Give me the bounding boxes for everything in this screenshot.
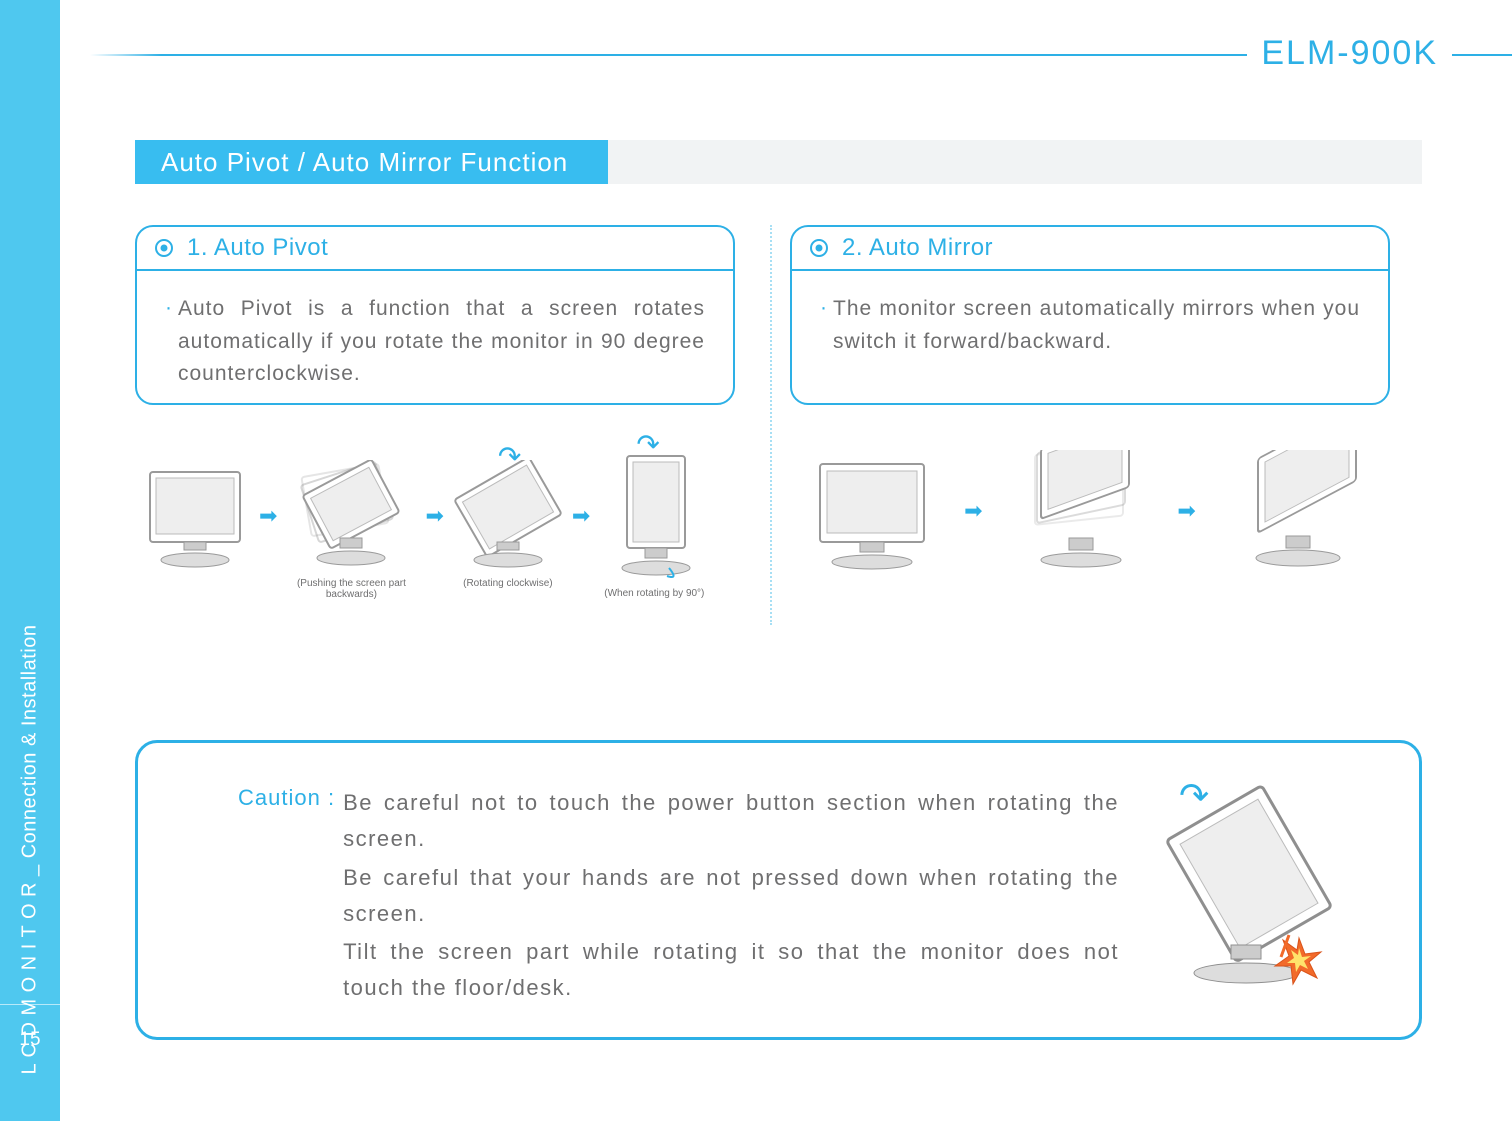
arrow-right-icon: ➡	[425, 503, 443, 529]
pivot-description: Auto Pivot is a function that a screen r…	[178, 293, 705, 391]
arrow-right-icon: ➡	[259, 503, 277, 529]
monitor-step-4: ↷ (When rotating by 90°)	[594, 450, 714, 602]
caution-line-1: Be careful not to touch the power button…	[343, 785, 1119, 858]
rotate-arrow-icon: ↷	[636, 428, 659, 461]
panel-body: · The monitor screen automatically mirro…	[792, 271, 1388, 376]
bullet-dot: ·	[820, 293, 827, 358]
diagram-caption	[135, 578, 255, 592]
monitor-step-3: ↷ (Rotating clockwise)	[448, 460, 568, 592]
panel-header: 1. Auto Pivot	[137, 227, 733, 271]
bullet-dot: ·	[165, 293, 172, 391]
diagram-caption: (Rotating clockwise)	[448, 578, 568, 592]
panel-auto-pivot: 1. Auto Pivot · Auto Pivot is a function…	[135, 225, 735, 405]
mirror-description: The monitor screen automatically mirrors…	[833, 293, 1360, 358]
monitor-step-2: (Pushing the screen part backwards)	[281, 460, 421, 592]
vertical-divider	[770, 225, 772, 625]
caution-label: Caution :	[238, 785, 335, 1007]
sidebar: L C D M O N I T O R _ Connection & Insta…	[0, 0, 60, 1121]
mirror-diagram-row: ➡ ➡	[790, 450, 1390, 592]
diagram-caption: (Pushing the screen part backwards)	[281, 578, 421, 592]
bullseye-icon	[155, 239, 173, 257]
caution-box: Caution : Be careful not to touch the po…	[135, 740, 1422, 1040]
section-header-bar: Auto Pivot / Auto Mirror Function	[135, 140, 1422, 184]
model-number: ELM-900K	[1247, 34, 1452, 73]
caution-text: Caution : Be careful not to touch the po…	[238, 785, 1119, 1007]
arrow-right-icon: ➡	[572, 503, 590, 529]
monitor-mirror-2	[1000, 450, 1160, 592]
panel-body: · Auto Pivot is a function that a screen…	[137, 271, 733, 409]
monitor-mirror-1	[797, 450, 947, 592]
caution-line-2: Be careful that your hands are not press…	[343, 860, 1119, 933]
rotate-arrow-icon: ↷	[498, 440, 521, 473]
pivot-diagram-row: ➡ (Pushing the screen part backwards) ➡ …	[135, 450, 745, 602]
section-title: Auto Pivot / Auto Mirror Function	[135, 140, 608, 184]
panel-title: 2. Auto Mirror	[842, 234, 993, 262]
arrow-right-icon: ➡	[1177, 498, 1195, 524]
header-rule-right	[1472, 54, 1512, 56]
arrow-right-icon: ➡	[964, 498, 982, 524]
caution-illustration: ↷	[1149, 785, 1369, 1007]
monitor-step-1	[135, 460, 255, 592]
panel-auto-mirror: 2. Auto Mirror · The monitor screen auto…	[790, 225, 1390, 405]
page-number: 15	[0, 1004, 60, 1051]
panel-header: 2. Auto Mirror	[792, 227, 1388, 271]
caution-body: Be careful not to touch the power button…	[343, 785, 1119, 1007]
caution-line-3: Tilt the screen part while rotating it s…	[343, 934, 1119, 1007]
rotate-arrow-icon: ↷	[1179, 775, 1209, 817]
bullseye-icon	[810, 239, 828, 257]
monitor-mirror-3	[1213, 450, 1383, 592]
panel-title: 1. Auto Pivot	[187, 234, 328, 262]
diagram-caption: (When rotating by 90°)	[594, 588, 714, 602]
